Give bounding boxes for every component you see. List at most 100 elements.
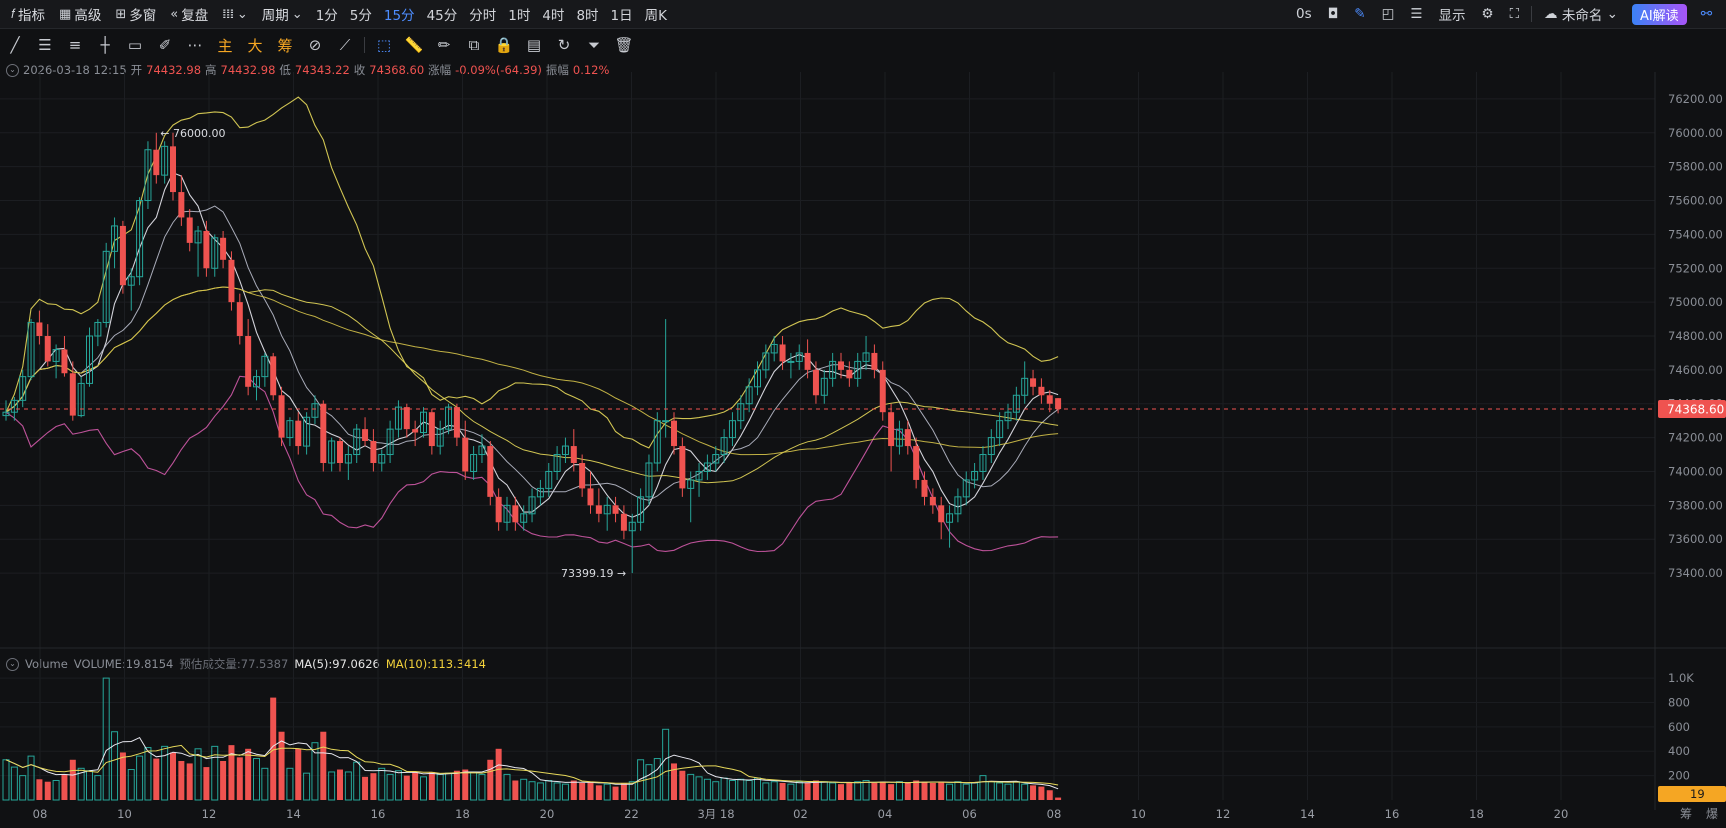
period-2[interactable]: 15分 (383, 8, 415, 24)
horizontal-line-icon[interactable]: ┼ (100, 36, 110, 54)
period-4[interactable]: 分时 (469, 8, 497, 24)
volume-bar-up (52, 779, 60, 801)
pencil-icon[interactable]: ✏ (437, 36, 451, 54)
time-tick-label: 18 (1469, 807, 1484, 821)
ruler-icon[interactable]: 📏 (404, 36, 424, 54)
volume-bar-down (119, 752, 126, 800)
candle-body-down (671, 420, 677, 447)
indicator-icon: 𝑓 (11, 6, 16, 22)
candle-body-up (211, 237, 219, 269)
cursor-select-icon[interactable]: ⬚ (376, 36, 392, 54)
period-5[interactable]: 1时 (508, 8, 531, 24)
camera-icon[interactable]: ◘ (1327, 6, 1339, 22)
candle-body-down (203, 231, 210, 269)
chevron-down-icon: ⌄ (236, 6, 248, 22)
volume-bar-up (971, 782, 979, 801)
indicators-button[interactable]: 𝑓 指标 (11, 6, 46, 25)
time-tick-label: 14 (1300, 807, 1315, 821)
fullscreen-icon[interactable]: ⛶ (1509, 6, 1520, 22)
period-9[interactable]: 周K (644, 8, 667, 24)
period-6[interactable]: 4时 (542, 8, 565, 24)
main-indicator-button[interactable]: 主 (217, 36, 233, 55)
candle-body-up (1012, 394, 1020, 413)
edit-icon[interactable]: ✎ (1354, 6, 1366, 22)
candle-body-up (987, 437, 995, 456)
candle-body-down (320, 403, 327, 463)
low-price-annotation: 73399.19 → (561, 567, 626, 580)
volume-bar-down (245, 748, 252, 800)
close-value: 74368.60 (369, 63, 425, 77)
volume-bar-up (829, 782, 837, 801)
candle-body-up (854, 360, 862, 379)
candle-body-down (879, 369, 886, 413)
chips-button[interactable]: 筹 (277, 36, 293, 55)
note-icon[interactable]: ▤ (526, 36, 542, 54)
cloud-layout-button[interactable]: ☁ 未命名 ⌄ (1544, 6, 1618, 24)
brush-icon[interactable]: ✐ (158, 36, 172, 54)
candle-body-up (979, 454, 987, 472)
settings-icon[interactable]: ⚙ (1481, 6, 1494, 22)
volume-bar-down (220, 760, 227, 800)
volume-bar-down (228, 745, 235, 800)
candle-body-up (127, 276, 135, 286)
period-0[interactable]: 1分 (315, 8, 338, 24)
big-order-button[interactable]: 大 (247, 36, 263, 55)
candle-body-down (1055, 398, 1062, 410)
rectangle-icon[interactable]: ▭ (127, 36, 143, 54)
current-price-label: 74368.60 (1667, 403, 1724, 417)
volume-bar-up (102, 677, 110, 801)
pattern-icon[interactable]: ⧉ (468, 36, 480, 54)
price-tick-label: 74800.00 (1668, 329, 1723, 343)
volume-bars (2, 677, 1062, 801)
price-tick-label: 75000.00 (1668, 295, 1723, 309)
replay-button[interactable]: «复盘 (170, 6, 209, 25)
candle-body-down (362, 429, 369, 441)
ai-read-button[interactable]: AI解读 (1631, 3, 1687, 25)
candle-body-down (846, 369, 853, 379)
parallel-lines-icon[interactable]: ☰ (38, 36, 52, 54)
chart-type-button[interactable]: 𝍖 ⌄ (215, 0, 255, 28)
period-3[interactable]: 45分 (426, 8, 458, 24)
volume-bar-down (61, 774, 68, 800)
alert-icon[interactable]: ◰ (1381, 6, 1395, 22)
candle-body-down (512, 505, 519, 523)
divider (1531, 6, 1533, 22)
candle-body-up (628, 521, 636, 532)
volume-bar-up (895, 781, 903, 801)
cloud-icon: ☁ (1544, 6, 1558, 22)
measure-icon[interactable]: ⟋ (339, 36, 351, 54)
display-button[interactable]: 显示 (1438, 8, 1466, 24)
period-8[interactable]: 1日 (610, 8, 633, 24)
volume-bar-up (86, 770, 93, 801)
refresh-icon[interactable]: ↻ (557, 36, 571, 54)
advanced-button[interactable]: ▦ 高级 (59, 6, 102, 25)
time-tick-label: 14 (286, 807, 301, 821)
volume-bar-up (996, 782, 1004, 801)
multi-window-button[interactable]: ⊞ 多窗 (115, 6, 157, 25)
volume-bar-up (161, 745, 169, 801)
volume-bar-up (520, 778, 528, 801)
candle-body-up (386, 428, 394, 456)
candle-body-up (102, 250, 110, 323)
collapse-icon[interactable]: ⌄ (6, 657, 19, 671)
period-dropdown[interactable]: 周期 ⌄ (261, 6, 303, 25)
period-7[interactable]: 8时 (576, 8, 599, 24)
candle-body-down (270, 356, 277, 396)
volume-bar-down (278, 731, 285, 800)
trash-icon[interactable]: 🗑 (614, 36, 634, 54)
lock-icon[interactable]: 🔒 (494, 36, 514, 54)
period-1[interactable]: 5分 (349, 8, 372, 24)
candle-body-down (929, 496, 936, 506)
magnet-icon[interactable]: ⊘ (308, 36, 322, 54)
collapse-icon[interactable]: ⌄ (6, 63, 19, 77)
list-icon[interactable]: ☰ (1410, 6, 1423, 22)
trend-line-icon[interactable]: ╱ (10, 36, 20, 54)
volume-bar-down (938, 781, 945, 800)
more-tools-icon[interactable]: ⋯ (187, 36, 203, 54)
filter-icon[interactable]: ⏷ (587, 36, 600, 54)
volume-bar-up (603, 783, 611, 801)
channel-icon[interactable]: ≡ (68, 36, 82, 54)
candle-body-down (61, 349, 68, 374)
share-icon[interactable]: ⚯ (1700, 6, 1712, 22)
